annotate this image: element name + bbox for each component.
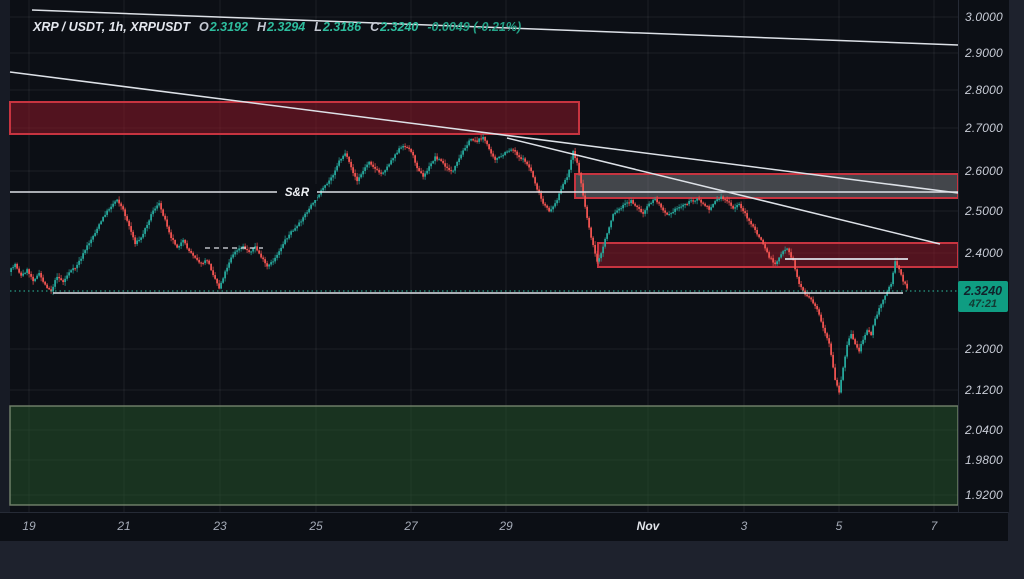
time-tick-label: 7 <box>930 519 938 533</box>
ohlc-close: C 2.3240 <box>370 20 419 34</box>
time-tick-label: 25 <box>309 519 323 533</box>
price-tick-label: 2.6000 <box>965 164 1003 178</box>
price-tick-label: 2.8000 <box>965 83 1003 97</box>
change-readout: -0.0049 (-0.21%) <box>427 20 522 34</box>
price-tick-label: 2.9000 <box>965 46 1003 60</box>
price-tick-label: 3.0000 <box>965 10 1003 24</box>
trendline-upper[interactable] <box>31 9 959 46</box>
time-axis[interactable]: 19 21 23 25 27 29 Nov 3 5 7 <box>0 512 1008 541</box>
time-tick-label: 29 <box>499 519 513 533</box>
time-tick-label: 23 <box>213 519 227 533</box>
right-margin <box>1008 0 1024 579</box>
trendline-main[interactable] <box>9 71 959 194</box>
last-price-badge[interactable]: 2.3240 47:21 <box>958 281 1008 312</box>
ohlc-low: L 2.3186 <box>314 20 362 34</box>
price-tick-label: 2.2000 <box>965 342 1003 356</box>
last-price-value: 2.3240 <box>963 283 1003 298</box>
drawings-layer: S&R <box>9 9 959 294</box>
sr-label: S&R <box>285 187 310 199</box>
bar-countdown: 47:21 <box>968 298 998 310</box>
ohlc-open: O 2.3192 <box>198 20 248 34</box>
price-tick-label: 1.9800 <box>965 453 1003 467</box>
time-tick-label: Nov <box>636 519 660 533</box>
bottom-margin: TradingView <box>0 540 1024 579</box>
time-tick-label: 27 <box>404 519 418 533</box>
time-tick-label: 21 <box>117 519 131 533</box>
ohlc-high: H 2.3294 <box>256 20 306 34</box>
time-tick-label: 5 <box>835 519 843 533</box>
price-tick-label: 2.0400 <box>965 423 1003 437</box>
price-tick-label: 2.7000 <box>965 121 1003 135</box>
sr-label-bg <box>277 184 317 200</box>
symbol-title[interactable]: XRP / USDT, 1h, XRPUSDT <box>33 20 190 34</box>
time-tick-label: 3 <box>740 519 748 533</box>
price-tick-label: 1.9200 <box>965 488 1003 502</box>
chart-pane[interactable]: S&R XRP / USDT, 1h, XRPUSDT O 2.3192 H 2… <box>0 0 1009 541</box>
price-axis[interactable]: 3.0000 2.9000 2.8000 2.7000 2.6000 2.5000 2.40… <box>958 0 1009 512</box>
trendline-steep[interactable] <box>506 137 941 245</box>
candlestick-canvas[interactable] <box>0 0 1008 540</box>
price-tick-label: 2.1200 <box>965 383 1003 397</box>
time-tick-label: 19 <box>22 519 36 533</box>
price-tick-label: 2.4000 <box>965 246 1003 260</box>
price-tick-label: 2.5000 <box>965 204 1003 218</box>
symbol-legend: XRP / USDT, 1h, XRPUSDT O 2.3192 H 2.329… <box>33 20 521 34</box>
